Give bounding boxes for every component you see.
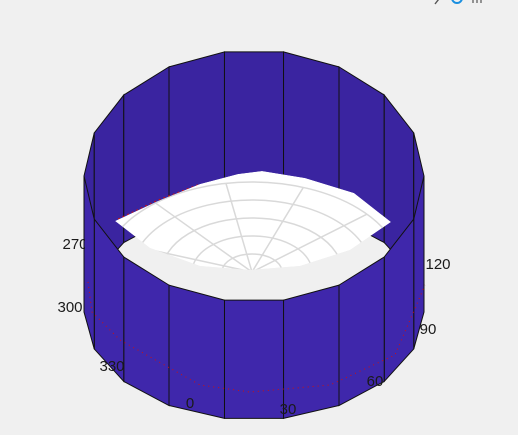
polar-spoke-8: [251, 213, 368, 270]
theta-tick-270: 270: [62, 236, 87, 253]
polar-spoke-7: [251, 187, 304, 270]
theta-tick-120: 120: [425, 256, 450, 273]
theta-tick-30: 30: [280, 401, 297, 418]
theta-tick-90: 90: [420, 321, 437, 338]
polar-ring-3: [131, 199, 373, 270]
pan-icon[interactable]: [470, 0, 484, 4]
polar-ring-1: [191, 235, 313, 270]
rotate-icon[interactable]: [450, 0, 464, 4]
floor-disk: [115, 171, 391, 270]
theta-tick-330: 330: [99, 358, 124, 375]
surface-face-4: [223, 299, 285, 419]
polar-ring-0: [221, 253, 283, 270]
polar-spoke-6: [225, 183, 253, 270]
surface-face-6: [123, 256, 170, 407]
surface-face-8: [83, 175, 95, 350]
polar-ring-2: [161, 217, 343, 270]
surface-face-5: [168, 284, 225, 419]
theta-tick-labels: 0 30 60 90 120 270 300 330: [57, 236, 450, 418]
brush-icon[interactable]: [432, 0, 446, 5]
theta-tick-60: 60: [367, 373, 384, 390]
surface-face-3: [283, 284, 340, 419]
cylinder-front-faces: [83, 175, 426, 419]
theta-tick-300: 300: [57, 299, 82, 316]
polar-spoke-5: [155, 202, 253, 270]
polar-floor: [115, 171, 391, 270]
axes-toolbar: [432, 0, 488, 5]
polar-ring-4: [115, 181, 391, 270]
theta-tick-0: 0: [186, 395, 194, 412]
